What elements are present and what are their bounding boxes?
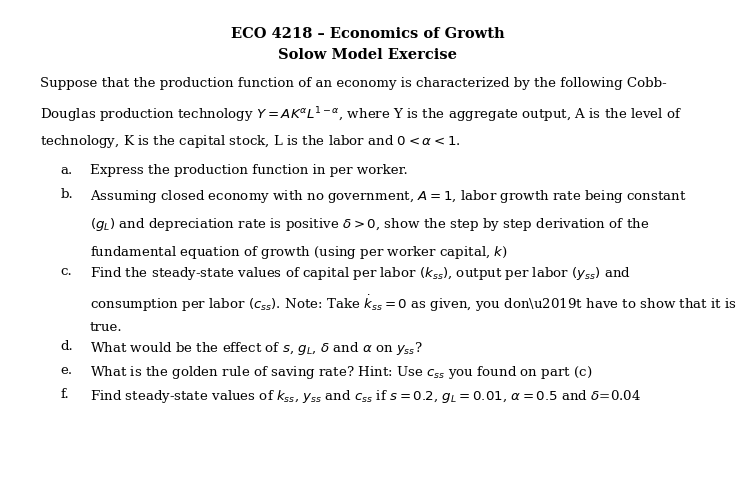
- Text: Find steady-state values of $k_{ss}$, $y_{ss}$ and $c_{ss}$ if $s = 0.2$, $g_L =: Find steady-state values of $k_{ss}$, $y…: [90, 388, 641, 405]
- Text: Assuming closed economy with no government, $A = 1$, labor growth rate being con: Assuming closed economy with no governme…: [90, 188, 687, 205]
- Text: d.: d.: [60, 340, 73, 353]
- Text: f.: f.: [60, 388, 69, 401]
- Text: Solow Model Exercise: Solow Model Exercise: [278, 48, 458, 62]
- Text: What would be the effect of $s$, $g_L$, $\delta$ and $\alpha$ on $y_{ss}$?: What would be the effect of $s$, $g_L$, …: [90, 340, 422, 357]
- Text: c.: c.: [60, 265, 72, 278]
- Text: Suppose that the production function of an economy is characterized by the follo: Suppose that the production function of …: [40, 77, 668, 90]
- Text: a.: a.: [60, 164, 73, 177]
- Text: Find the steady-state values of capital per labor $(k_{ss})$, output per labor $: Find the steady-state values of capital …: [90, 265, 631, 282]
- Text: Douglas production technology $Y = AK^{\alpha}L^{1-\alpha}$, where Y is the aggr: Douglas production technology $Y = AK^{\…: [40, 105, 683, 125]
- Text: fundamental equation of growth (using per worker capital, $k$): fundamental equation of growth (using pe…: [90, 244, 508, 261]
- Text: consumption per labor $(c_{ss})$. Note: Take $\dot{k}_{ss} = 0$ as given, you do: consumption per labor $(c_{ss})$. Note: …: [90, 293, 736, 314]
- Text: What is the golden rule of saving rate? Hint: Use $c_{ss}$ you found on part (c): What is the golden rule of saving rate? …: [90, 364, 592, 381]
- Text: b.: b.: [60, 188, 73, 201]
- Text: technology, K is the capital stock, L is the labor and $0 < \alpha < 1$.: technology, K is the capital stock, L is…: [40, 133, 461, 150]
- Text: ECO 4218 – Economics of Growth: ECO 4218 – Economics of Growth: [231, 27, 505, 40]
- Text: true.: true.: [90, 321, 122, 334]
- Text: $(g_L)$ and depreciation rate is positive $\delta > 0$, show the step by step de: $(g_L)$ and depreciation rate is positiv…: [90, 216, 649, 233]
- Text: Express the production function in per worker.: Express the production function in per w…: [90, 164, 408, 177]
- Text: e.: e.: [60, 364, 72, 377]
